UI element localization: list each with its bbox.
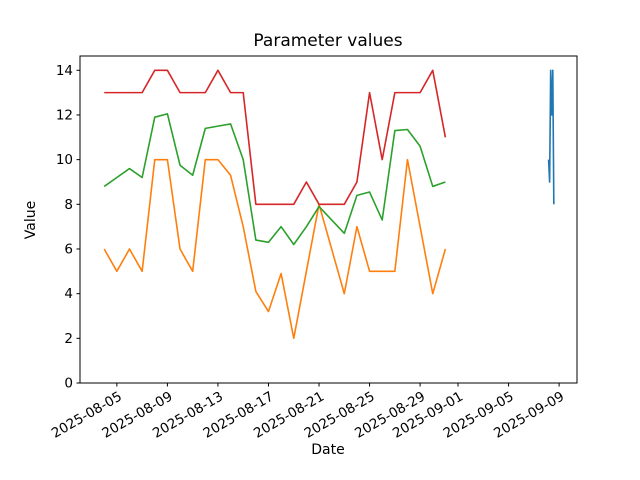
plot-border bbox=[79, 55, 578, 384]
chart-title: Parameter values bbox=[253, 31, 403, 51]
series-line-green bbox=[103, 113, 446, 246]
y-tick-label: 2 bbox=[64, 331, 73, 347]
y-tick-label: 0 bbox=[64, 376, 73, 392]
series-line-orange bbox=[103, 158, 447, 340]
series-line-red bbox=[104, 69, 447, 206]
x-axis-label: Date bbox=[311, 442, 345, 458]
y-tick-label: 6 bbox=[64, 241, 73, 257]
y-tick-label: 12 bbox=[56, 107, 73, 123]
series-line-blue bbox=[547, 69, 555, 205]
y-tick-label: 14 bbox=[56, 63, 73, 79]
y-tick-label: 4 bbox=[64, 286, 73, 302]
y-tick-label: 10 bbox=[56, 152, 73, 168]
y-axis-label: Value bbox=[23, 200, 39, 240]
y-tick-label: 8 bbox=[64, 197, 73, 213]
